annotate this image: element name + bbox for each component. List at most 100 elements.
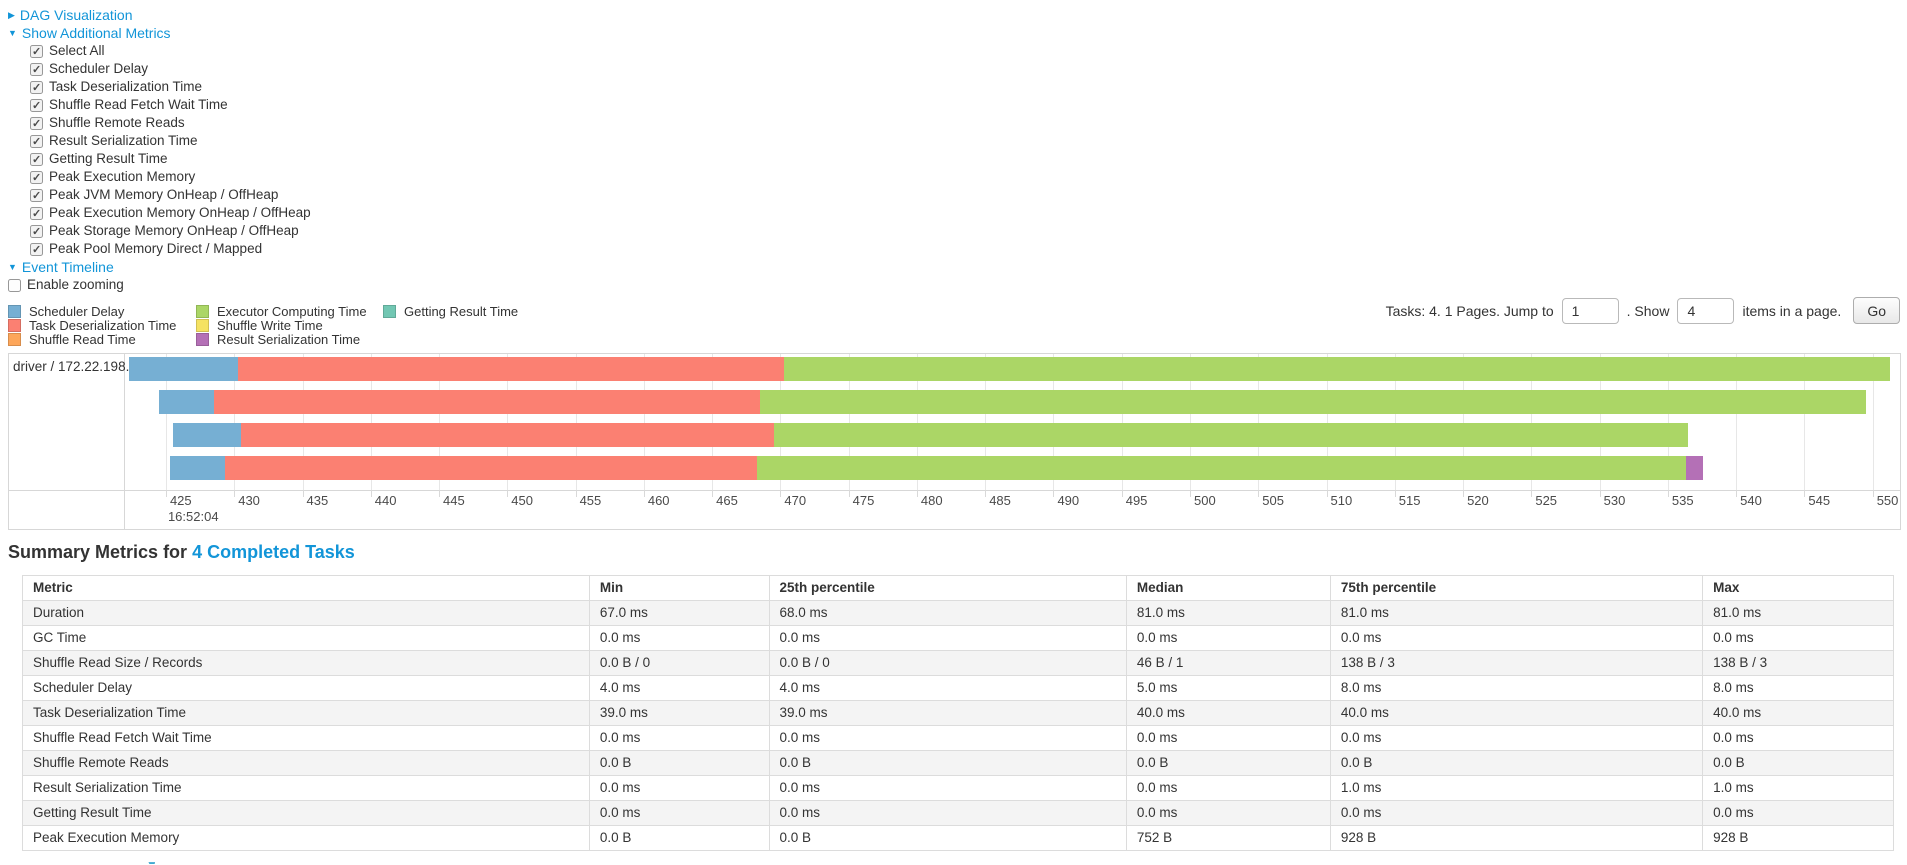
- go-button[interactable]: Go: [1853, 297, 1900, 324]
- table-header-cell: 75th percentile: [1329, 575, 1704, 601]
- timeline-tick-label: 445: [443, 493, 465, 508]
- timeline-tick-mark: [1872, 490, 1874, 497]
- timeline-gridline: [1804, 354, 1806, 490]
- task-bar-segment-scheduler-delay[interactable]: [159, 390, 214, 414]
- timeline-gridline: [780, 354, 782, 490]
- timeline-tick-label: 510: [1330, 493, 1353, 508]
- timeline-gridline: [1053, 354, 1055, 490]
- metric-checkbox[interactable]: [30, 116, 43, 130]
- timeline-tick-label: 550: [1876, 493, 1899, 508]
- timeline-tick-mark: [1667, 490, 1669, 497]
- metric-value-cell: 0.0 ms: [768, 725, 1127, 751]
- summary-metrics-table: Metric Min 25th percentile Median 75th perce…: [22, 575, 1894, 851]
- timeline-tick-label: 540: [1740, 493, 1762, 508]
- metric-checkbox[interactable]: [30, 242, 43, 256]
- metric-value-cell: 0.0 B / 0: [588, 650, 770, 676]
- metric-name-cell: Scheduler Delay: [22, 675, 590, 701]
- timeline-gridline: [234, 354, 236, 490]
- legend-item: Result Serialization Time: [196, 332, 383, 346]
- show-additional-metrics-toggle[interactable]: ▼ Show Additional Metrics: [8, 24, 1907, 42]
- metric-value-cell: 0.0 ms: [1125, 625, 1331, 651]
- metric-name-cell: Duration: [22, 600, 590, 626]
- task-bar-segment-task-deserialization[interactable]: [224, 456, 758, 480]
- timeline-tick-label: 440: [374, 493, 397, 508]
- dag-visualization-toggle[interactable]: ▶ DAG Visualization: [8, 6, 1907, 24]
- metric-name-cell: Task Deserialization Time: [22, 700, 590, 726]
- metric-value-cell: 1.0 ms: [1329, 775, 1704, 801]
- metric-checkbox-label: Peak Execution Memory OnHeap / OffHeap: [49, 205, 311, 221]
- timeline-gridline: [1258, 354, 1260, 490]
- metric-value-cell: 81.0 ms: [1329, 600, 1704, 626]
- jump-to-page-input[interactable]: [1561, 297, 1619, 324]
- enable-zooming-label: Enable zooming: [27, 277, 124, 293]
- timeline-legend-row: Scheduler Delay Task Deserialization Time…: [8, 297, 1907, 347]
- metric-value-cell: 67.0 ms: [588, 600, 770, 626]
- task-bar-segment-result-serialization[interactable]: [1685, 456, 1704, 480]
- task-bar-segment-task-deserialization[interactable]: [238, 357, 785, 381]
- task-bar-segment-executor-computing[interactable]: [759, 390, 1866, 414]
- legend-item-label: Result Serialization Time: [217, 331, 361, 347]
- result-serialization-swatch-icon: [196, 332, 209, 346]
- task-bar-segment-executor-computing[interactable]: [757, 456, 1686, 480]
- timeline-tick-label: 450: [511, 493, 533, 508]
- timeline-gridline: [916, 354, 918, 490]
- timeline-gridline: [575, 354, 577, 490]
- timeline-tick-label: 535: [1671, 493, 1694, 508]
- event-timeline-toggle[interactable]: ▼ Event Timeline: [8, 258, 1907, 276]
- summary-metrics-heading: Summary Metrics for 4 Completed Tasks: [8, 542, 1907, 563]
- task-bar-segment-executor-computing[interactable]: [784, 357, 1891, 381]
- metric-checkbox[interactable]: [30, 224, 43, 238]
- metric-checkbox[interactable]: [30, 80, 43, 94]
- collapsed-triangle-icon: ▶: [8, 9, 15, 20]
- metric-value-cell: 8.0 ms: [1329, 675, 1704, 701]
- metric-checkbox[interactable]: [30, 98, 43, 112]
- completed-tasks-link[interactable]: 4 Completed Tasks: [192, 542, 355, 562]
- metric-checkbox[interactable]: [30, 206, 43, 220]
- table-row: Peak Execution Memory 0.0 B 0.0 B 752 B 928 …: [22, 825, 1894, 851]
- metric-checkbox-item: Task Deserialization Time: [8, 78, 1907, 96]
- timeline-tick-label: 470: [784, 493, 807, 508]
- enable-zooming-checkbox[interactable]: [8, 278, 21, 292]
- shuffle-write-swatch-icon: [196, 318, 209, 332]
- timeline-gridline: [302, 354, 304, 490]
- metric-value-cell: 0.0 B / 0: [768, 650, 1127, 676]
- metric-checkbox-item: Peak Storage Memory OnHeap / OffHeap: [8, 222, 1907, 240]
- executor-computing-swatch-icon: [196, 304, 209, 318]
- timeline-tick-label: 460: [647, 493, 670, 508]
- timeline-gridline: [1121, 354, 1123, 490]
- metric-checkbox[interactable]: [30, 134, 43, 148]
- metric-checkbox-item: Peak Pool Memory Direct / Mapped: [8, 240, 1907, 258]
- metric-value-cell: 4.0 ms: [768, 675, 1127, 701]
- metric-checkbox[interactable]: [30, 188, 43, 202]
- task-bar-segment-scheduler-delay[interactable]: [129, 357, 239, 381]
- metric-checkbox-label: Shuffle Read Fetch Wait Time: [49, 97, 228, 113]
- metric-checkbox[interactable]: [30, 170, 43, 184]
- task-bar-segment-executor-computing[interactable]: [773, 423, 1689, 447]
- task-bar-segment-task-deserialization[interactable]: [241, 423, 774, 447]
- timeline-tick-label: 520: [1467, 493, 1489, 508]
- timeline-gridline: [165, 354, 167, 490]
- metric-checkbox-list: Select All Scheduler Delay Task Deserializ…: [8, 42, 1907, 258]
- expanded-triangle-icon: ▼: [8, 27, 17, 38]
- metric-checkbox-item: Shuffle Remote Reads: [8, 114, 1907, 132]
- items-per-page-input[interactable]: [1677, 297, 1735, 324]
- task-bar-segment-scheduler-delay[interactable]: [172, 423, 242, 447]
- metric-checkbox-item: Scheduler Delay: [8, 60, 1907, 78]
- metric-checkbox[interactable]: [30, 62, 43, 76]
- metric-value-cell: 0.0 ms: [768, 775, 1127, 801]
- task-bar-segment-scheduler-delay[interactable]: [170, 456, 225, 480]
- legend-item-label: Task Deserialization Time: [29, 317, 177, 333]
- metric-value-cell: 0.0 ms: [1125, 775, 1331, 801]
- show-text: . Show: [1626, 302, 1670, 319]
- metric-value-cell: 928 B: [1702, 825, 1894, 851]
- metric-value-cell: 0.0 B: [768, 750, 1127, 776]
- timeline-gridline: [1326, 354, 1328, 490]
- timeline-tick-mark: [780, 490, 782, 497]
- metric-checkbox-label: Peak Pool Memory Direct / Mapped: [49, 241, 263, 257]
- metric-checkbox-item: Peak JVM Memory OnHeap / OffHeap: [8, 186, 1907, 204]
- metric-checkbox[interactable]: [30, 152, 43, 166]
- task-bar-segment-task-deserialization[interactable]: [213, 390, 760, 414]
- metric-checkbox[interactable]: [30, 44, 43, 58]
- legend-item-label: Shuffle Read Time: [29, 331, 136, 347]
